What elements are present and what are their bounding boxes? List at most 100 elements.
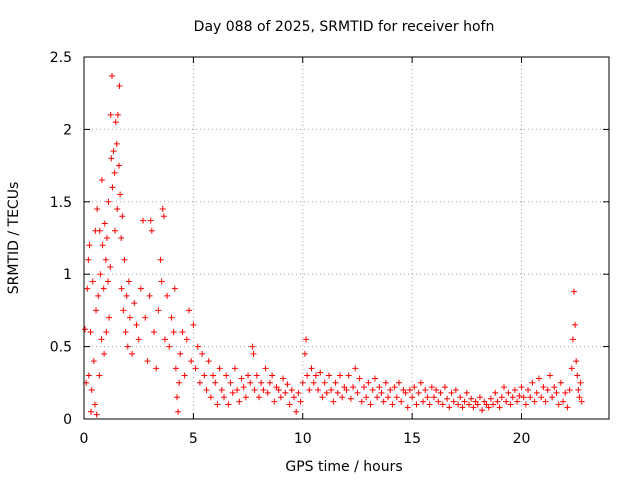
data-point bbox=[571, 288, 577, 295]
data-point bbox=[93, 411, 100, 418]
data-point bbox=[549, 394, 556, 401]
data-point bbox=[119, 213, 126, 220]
data-point bbox=[144, 358, 151, 365]
data-point bbox=[175, 408, 182, 415]
y-tick-label: 0.5 bbox=[50, 340, 72, 356]
data-point bbox=[275, 387, 282, 394]
data-point bbox=[402, 389, 409, 396]
data-point bbox=[577, 379, 584, 386]
data-point bbox=[304, 372, 311, 379]
y-axis-label: SRMTID / TECUs bbox=[6, 182, 22, 295]
data-point bbox=[170, 329, 177, 336]
data-point bbox=[544, 387, 551, 394]
data-point bbox=[393, 394, 400, 401]
data-point bbox=[485, 404, 492, 411]
data-point bbox=[374, 394, 381, 401]
data-point bbox=[575, 387, 582, 394]
data-point bbox=[310, 379, 317, 386]
data-point bbox=[181, 372, 188, 379]
data-point bbox=[339, 394, 346, 401]
data-point bbox=[101, 220, 108, 227]
data-point bbox=[409, 394, 416, 401]
data-point bbox=[236, 398, 243, 405]
data-point bbox=[142, 314, 149, 321]
data-point bbox=[387, 387, 394, 394]
data-point bbox=[256, 394, 262, 401]
data-point bbox=[476, 394, 483, 401]
data-point bbox=[108, 155, 115, 162]
data-point bbox=[264, 389, 271, 396]
data-point bbox=[363, 394, 370, 401]
data-point bbox=[88, 387, 95, 394]
data-point bbox=[566, 387, 573, 394]
data-point bbox=[105, 278, 112, 285]
data-point bbox=[112, 119, 119, 126]
data-point bbox=[117, 191, 124, 198]
data-point bbox=[172, 365, 179, 372]
x-tick-label: 0 bbox=[80, 431, 89, 447]
data-point bbox=[171, 285, 178, 292]
data-point bbox=[116, 162, 122, 169]
data-point bbox=[514, 398, 521, 405]
data-point bbox=[216, 365, 223, 372]
data-point bbox=[301, 350, 308, 357]
data-point bbox=[109, 72, 115, 79]
data-point bbox=[196, 379, 203, 386]
data-point bbox=[190, 321, 197, 328]
data-point bbox=[242, 394, 249, 401]
data-point bbox=[308, 365, 315, 372]
data-point bbox=[205, 358, 212, 365]
data-point bbox=[199, 350, 206, 357]
data-point bbox=[306, 387, 313, 394]
data-point bbox=[529, 379, 536, 386]
data-point bbox=[336, 372, 343, 379]
data-point bbox=[151, 329, 157, 336]
data-point bbox=[186, 307, 192, 314]
data-point bbox=[177, 350, 184, 357]
data-point bbox=[494, 398, 501, 405]
data-point bbox=[295, 389, 302, 396]
data-point bbox=[126, 314, 133, 321]
data-point bbox=[288, 387, 295, 394]
data-point bbox=[98, 336, 105, 343]
data-point bbox=[223, 372, 230, 379]
data-point bbox=[323, 389, 330, 396]
data-point bbox=[321, 379, 328, 386]
data-point bbox=[116, 82, 123, 89]
data-point bbox=[201, 372, 208, 379]
data-point bbox=[173, 394, 180, 401]
data-point bbox=[271, 398, 278, 405]
data-point bbox=[555, 401, 562, 408]
data-point bbox=[406, 387, 413, 394]
data-point bbox=[461, 398, 468, 405]
data-point bbox=[159, 206, 166, 213]
data-point bbox=[448, 389, 455, 396]
data-point bbox=[253, 372, 260, 379]
data-point bbox=[97, 271, 104, 278]
data-point bbox=[573, 358, 580, 365]
data-point bbox=[319, 394, 326, 401]
data-point bbox=[113, 140, 120, 147]
chart-title: Day 088 of 2025, SRMTID for receiver hof… bbox=[194, 19, 495, 35]
data-point bbox=[385, 394, 392, 401]
data-point bbox=[131, 300, 138, 307]
data-point bbox=[250, 350, 257, 357]
data-point bbox=[262, 365, 269, 372]
data-point bbox=[525, 387, 532, 394]
data-point bbox=[121, 256, 128, 263]
data-point bbox=[96, 227, 103, 234]
data-point bbox=[468, 395, 475, 402]
data-point bbox=[100, 285, 107, 292]
data-point bbox=[94, 206, 101, 213]
y-tick-label: 2 bbox=[63, 122, 72, 138]
data-point bbox=[444, 395, 451, 402]
data-point bbox=[161, 336, 168, 343]
data-point bbox=[354, 389, 361, 396]
data-point bbox=[546, 372, 553, 379]
axis-ticks bbox=[83, 56, 609, 420]
data-point bbox=[88, 408, 94, 415]
data-point bbox=[518, 384, 525, 391]
data-point bbox=[455, 401, 462, 408]
data-point bbox=[531, 398, 538, 405]
data-point bbox=[114, 206, 121, 213]
